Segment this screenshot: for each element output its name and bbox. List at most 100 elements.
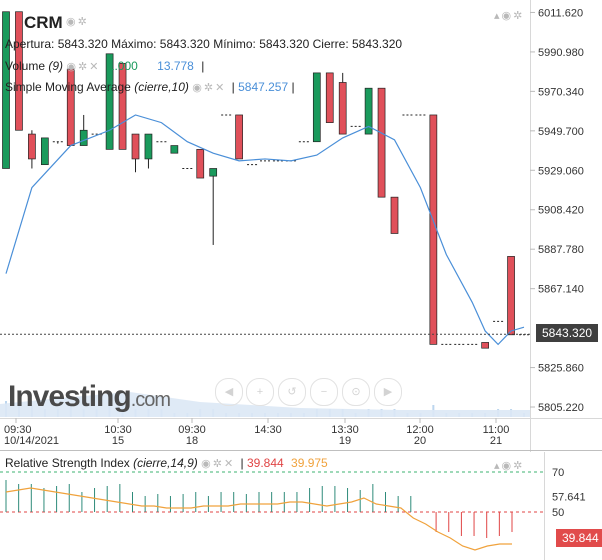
- gear-icon[interactable]: ✲: [212, 458, 224, 470]
- gear-icon[interactable]: ✲: [203, 82, 216, 94]
- nav-right-icon[interactable]: ▶: [374, 378, 402, 406]
- sma-separator-end: |: [291, 80, 295, 94]
- rsi-y-tick-label: 57.641: [552, 492, 586, 504]
- zoom-out-icon[interactable]: −: [310, 378, 338, 406]
- eye-icon[interactable]: ◉: [192, 82, 204, 94]
- candle-body: [105, 53, 114, 150]
- x-tick-time: 14:30: [254, 424, 282, 436]
- rsi-param: (cierre,14,9): [133, 456, 198, 470]
- gear-icon[interactable]: ✲: [78, 61, 90, 73]
- rsi-legend: Relative Strength Index (cierre,14,9) ◉✲…: [5, 456, 328, 470]
- rsi-chart[interactable]: 70 57.641 50: [0, 452, 602, 560]
- ticker-tools: ◉✲: [66, 12, 89, 30]
- sma-value: 5847.257: [238, 80, 289, 94]
- candle-body: [209, 168, 218, 177]
- volume-value1: 1.000: [107, 59, 138, 73]
- x-tick-date: 15: [112, 435, 124, 447]
- rsi-label: Relative Strength Index: [5, 456, 130, 470]
- rsi-value1: 39.844: [246, 456, 284, 470]
- candle-body: [481, 342, 489, 349]
- candle-body: [429, 114, 438, 345]
- ohlc-line: Apertura: 5843.320 Máximo: 5843.320 Míni…: [5, 37, 402, 51]
- candle-body: [325, 72, 334, 123]
- reset-icon[interactable]: ↺: [278, 378, 306, 406]
- gear-icon[interactable]: ✲: [77, 16, 89, 28]
- volume-area: [0, 392, 530, 417]
- volume-value2: 13.778: [157, 59, 194, 73]
- candle-body: [28, 133, 36, 160]
- high-value: 5843.320: [159, 37, 210, 51]
- eye-icon[interactable]: ◉: [501, 460, 514, 472]
- nav-left-icon[interactable]: ◀: [215, 378, 243, 406]
- close-icon[interactable]: ✕: [223, 458, 236, 470]
- close-label: Cierre:: [312, 37, 349, 51]
- candle-body: [170, 145, 179, 154]
- y-tick-label: 5825.860: [538, 363, 584, 375]
- candle-body: [79, 129, 88, 146]
- eye-icon[interactable]: ◉: [66, 16, 78, 28]
- volume-separator: |: [201, 59, 205, 73]
- x-tick-time: 13:30: [331, 424, 359, 436]
- candle-body: [131, 133, 140, 160]
- candle-body: [377, 87, 386, 198]
- x-tick-time: 10:30: [104, 424, 132, 436]
- sma-separator: |: [231, 80, 235, 94]
- low-label: Mínimo:: [213, 37, 256, 51]
- candle-body: [15, 11, 23, 131]
- close-icon[interactable]: ✕: [89, 61, 101, 73]
- chevron-up-icon[interactable]: ▴: [494, 460, 502, 472]
- volume-label: Volume: [5, 59, 46, 73]
- open-value: 5843.320: [57, 37, 108, 51]
- candle-body: [40, 137, 49, 166]
- y-tick-label: 5867.140: [538, 284, 584, 296]
- rsi-separator: |: [240, 456, 244, 470]
- high-label: Máximo:: [111, 37, 157, 51]
- y-tick-label: 5949.700: [538, 126, 584, 138]
- open-label: Apertura:: [5, 37, 55, 51]
- chart-tools: ▴◉✲: [494, 6, 524, 24]
- eye-icon[interactable]: ◉: [66, 61, 78, 73]
- x-tick-date: 10/14/2021: [4, 435, 59, 447]
- x-tick-date: 18: [186, 435, 198, 447]
- investing-logo: Investing.com: [8, 380, 171, 414]
- sma-param: (cierre,10): [134, 80, 189, 94]
- sma-line: [5, 114, 525, 346]
- sma-legend: Simple Moving Average (cierre,10) ◉✲✕ | …: [5, 80, 295, 94]
- y-tick-label: 5908.420: [538, 205, 584, 217]
- gear-icon[interactable]: ✲: [513, 460, 525, 472]
- eye-icon[interactable]: ◉: [501, 10, 514, 22]
- candle-body: [507, 256, 515, 336]
- candle-body: [144, 133, 153, 160]
- x-tick-time: 09:30: [178, 424, 206, 436]
- rsi-value2: 39.975: [291, 456, 328, 470]
- candle-body: [196, 149, 205, 179]
- price-chart[interactable]: 6011.620 5990.980 5970.340 5949.700 5929.060…: [0, 0, 602, 452]
- rsi-badge: 39.844: [556, 529, 602, 547]
- candle-body: [235, 114, 243, 160]
- rsi-y-tick-label: 70: [552, 467, 564, 479]
- x-tick-date: 21: [490, 435, 502, 447]
- y-tick-label: 5805.220: [538, 402, 584, 414]
- x-tick-date: 19: [339, 435, 351, 447]
- price-badge: 5843.320: [536, 324, 599, 342]
- sma-label: Simple Moving Average: [5, 80, 131, 94]
- eye-icon[interactable]: ◉: [201, 458, 213, 470]
- y-tick-label: 5929.060: [538, 165, 584, 177]
- logo-suffix: .com: [130, 389, 171, 411]
- gear-icon[interactable]: ✲: [513, 10, 525, 22]
- y-tick-label: 6011.620: [538, 7, 583, 19]
- close-value: 5843.320: [352, 37, 403, 51]
- rsi-signal-line: [5, 487, 512, 551]
- candle-body: [118, 62, 127, 150]
- y-tick-label: 5970.340: [538, 86, 584, 98]
- x-tick-time: 09:30: [4, 424, 32, 436]
- x-tick-date: 20: [414, 435, 426, 447]
- candle-body: [312, 72, 321, 143]
- zoom-in-icon[interactable]: +: [246, 378, 274, 406]
- low-value: 5843.320: [259, 37, 310, 51]
- ticker-symbol: CRM: [24, 13, 63, 32]
- candle-body: [390, 196, 399, 234]
- zoom-fit-icon[interactable]: ⊙: [342, 378, 370, 406]
- chevron-up-icon[interactable]: ▴: [494, 10, 502, 22]
- close-icon[interactable]: ✕: [215, 82, 227, 94]
